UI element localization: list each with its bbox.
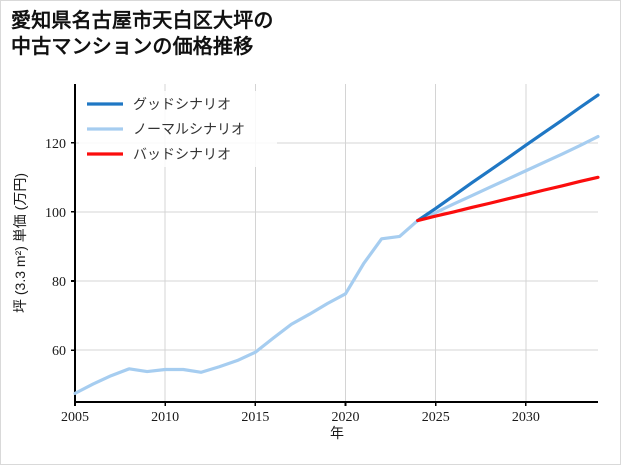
legend-item-label: グッドシナリオ	[133, 97, 231, 113]
axis-lines-group	[74, 84, 598, 403]
chart-title: 愛知県名古屋市天白区大坪の 中古マンションの価格推移	[11, 10, 274, 59]
legend-item-label: バッドシナリオ	[133, 148, 231, 163]
x-tick-labels-group: 2005 2010 2015 2020 2025 2030	[61, 402, 540, 425]
series-group	[73, 93, 600, 395]
x-tick-label: 2030	[512, 410, 540, 425]
x-tick-label: 2010	[151, 410, 179, 425]
legend-item-label: ノーマルシナリオ	[133, 123, 245, 138]
y-tick-label: 60	[52, 344, 66, 359]
y-tick-labels-group: 60 80 100 120	[45, 137, 75, 359]
x-tick-label: 2025	[422, 410, 450, 425]
y-axis-title: 坪 (3.3 m²) 単価 (万円)	[12, 173, 28, 313]
series-line	[416, 175, 600, 223]
x-axis-title: 年	[330, 425, 344, 441]
series-line	[416, 93, 600, 223]
y-tick-label: 80	[52, 275, 66, 290]
y-tick-label: 120	[45, 137, 66, 152]
series-line	[73, 134, 600, 395]
x-tick-label: 2020	[332, 410, 360, 425]
x-tick-label: 2015	[241, 410, 269, 425]
y-tick-label: 100	[45, 206, 66, 221]
x-tick-label: 2005	[61, 410, 89, 425]
